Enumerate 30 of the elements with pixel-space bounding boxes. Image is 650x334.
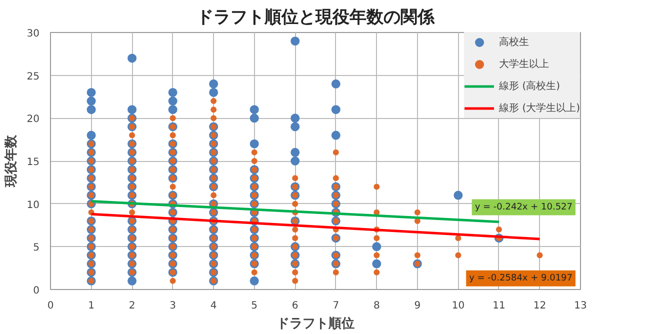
- y-axis-title: 現役年数: [4, 134, 19, 188]
- x-tick-label: 3: [170, 300, 176, 312]
- annotation: y = -0.242x + 10.527: [474, 202, 573, 212]
- x-axis-title: ドラフト順位: [276, 316, 354, 332]
- legend-label: 高校生: [499, 36, 530, 49]
- y-tick-label: 0: [33, 286, 40, 296]
- x-tick-label: 1: [88, 300, 94, 312]
- x-tick-label: 10: [452, 300, 465, 312]
- y-tick-label: 5: [33, 242, 40, 254]
- legend-label: 線形 (高校生): [499, 80, 560, 93]
- x-tick-label: 13: [574, 300, 587, 312]
- x-tick-label: 0: [47, 300, 54, 312]
- chart-title: ドラフト順位と現役年数の関係: [196, 8, 436, 28]
- x-tick-label: 12: [533, 300, 546, 312]
- x-tick-label: 11: [492, 300, 506, 312]
- x-tick-label: 5: [251, 300, 258, 312]
- x-tick-label: 2: [128, 300, 136, 312]
- y-tick-label: 15: [26, 157, 40, 168]
- y-tick-label: 25: [26, 71, 40, 82]
- x-tick-label: 9: [414, 300, 421, 312]
- y-tick-label: 10: [26, 200, 40, 211]
- x-tick-label: 4: [210, 300, 217, 312]
- x-tick-label: 7: [332, 300, 340, 312]
- x-tick-label: 8: [373, 300, 380, 312]
- legend-label: 大学生以上: [499, 58, 550, 71]
- y-tick-label: 20: [26, 114, 40, 126]
- legend-label: 線形 (大学生以上): [499, 102, 580, 115]
- y-tick-label: 30: [26, 28, 40, 40]
- annotation: y = -0.2584x + 9.0197: [469, 273, 573, 284]
- x-tick-label: 6: [292, 300, 298, 312]
